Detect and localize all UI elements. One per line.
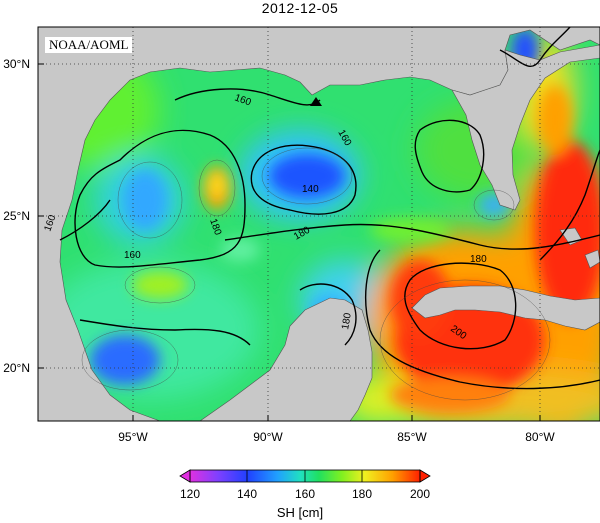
lon-tick-label: 85°W bbox=[397, 430, 427, 444]
colorbar-tick-label: 160 bbox=[294, 487, 316, 501]
lon-tick-label: 95°W bbox=[118, 430, 148, 444]
colorbar-tick-label: 200 bbox=[409, 487, 431, 501]
colorbar-high-arrow bbox=[419, 469, 431, 483]
colorbar bbox=[179, 469, 431, 483]
colorbar-tick-label: 140 bbox=[236, 487, 258, 501]
lat-tick-label: 25°N bbox=[3, 209, 30, 223]
lon-tick-label: 90°W bbox=[253, 430, 283, 444]
colorbar-tick-label: 180 bbox=[351, 487, 373, 501]
colorbar-tick-label: 120 bbox=[179, 487, 201, 501]
lat-tick-label: 20°N bbox=[3, 361, 30, 375]
cuba-land bbox=[411, 285, 600, 331]
minor-contour-lines bbox=[81, 147, 551, 401]
axis-tick-marks bbox=[38, 63, 541, 421]
florida-land bbox=[451, 44, 600, 211]
contour-label-group: 160 160 160 160 140 180 180 180 200 180 bbox=[42, 92, 487, 342]
contour-label: 140 bbox=[302, 184, 319, 195]
lat-tick-label: 30°N bbox=[3, 57, 30, 71]
credit-label: NOAA/AOML bbox=[45, 37, 133, 53]
contour-label: 180 bbox=[470, 254, 487, 265]
map-frame bbox=[37, 26, 600, 422]
yucatan-land bbox=[199, 297, 373, 421]
station-marker-icon bbox=[310, 97, 322, 106]
contour-label: 160 bbox=[124, 250, 141, 261]
land-masses bbox=[38, 27, 600, 421]
lon-tick-label: 80°W bbox=[525, 430, 555, 444]
contour-label: 180 bbox=[340, 312, 354, 331]
colorbar-low-arrow bbox=[179, 469, 191, 483]
graticule bbox=[38, 27, 600, 421]
colorbar-label: SH [cm] bbox=[276, 505, 324, 520]
north-america-land bbox=[38, 27, 600, 421]
map-title: 2012-12-05 bbox=[261, 0, 339, 16]
